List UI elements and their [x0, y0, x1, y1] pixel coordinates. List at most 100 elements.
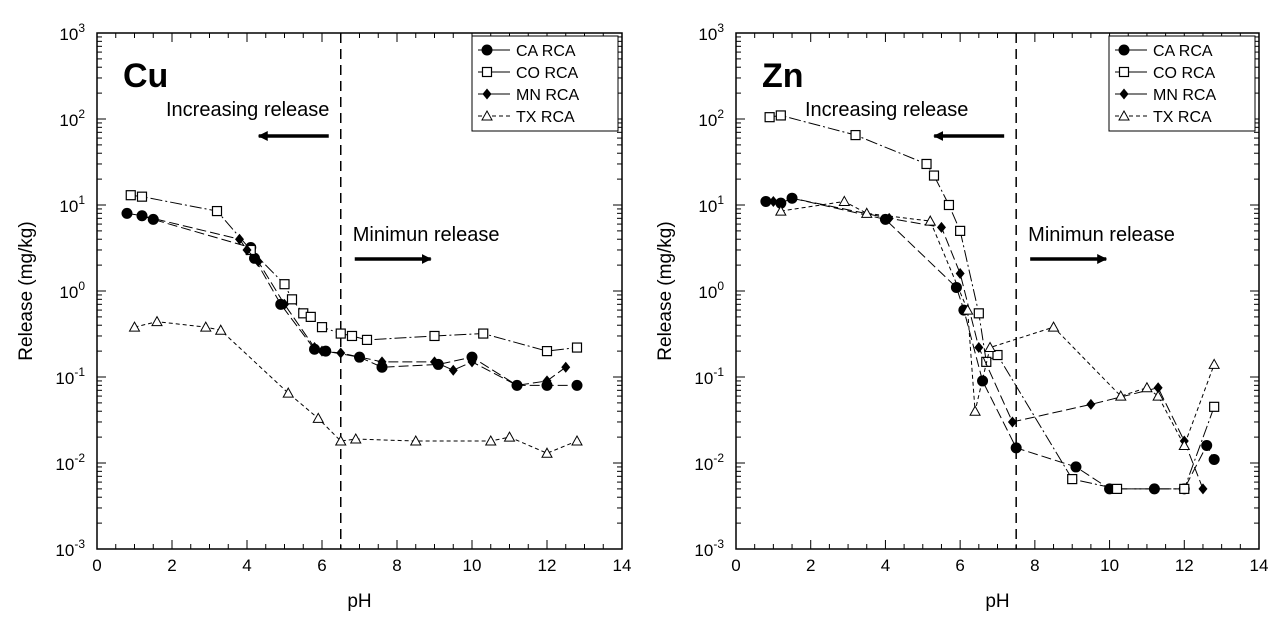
y-tick-exponent: 0	[717, 279, 724, 293]
data-point	[541, 346, 553, 357]
data-point	[448, 364, 458, 376]
y-tick-exponent: -3	[74, 537, 85, 551]
y-tick-label: 10-1	[55, 365, 85, 388]
data-point	[430, 356, 439, 368]
legend-marker	[1118, 44, 1130, 56]
data-point	[775, 110, 786, 121]
series-tx-rca	[128, 315, 583, 458]
data-point	[1010, 442, 1022, 454]
data-point	[484, 435, 497, 446]
y-tick-base: 10	[698, 283, 717, 302]
data-point	[984, 341, 996, 353]
data-point	[860, 207, 873, 218]
y-tick-base: 10	[698, 197, 717, 216]
y-tick-base: 10	[698, 25, 717, 44]
data-point	[211, 205, 223, 217]
x-axis-label: pH	[347, 591, 371, 612]
data-point	[335, 328, 346, 339]
y-tick-exponent: -2	[74, 451, 85, 465]
x-axis-label: pH	[985, 591, 1009, 612]
data-point	[571, 379, 583, 391]
data-point	[235, 233, 244, 245]
data-point	[921, 158, 932, 170]
data-point	[478, 328, 489, 339]
data-point	[992, 349, 1003, 361]
data-point	[950, 281, 962, 293]
data-point	[316, 322, 328, 333]
y-tick-exponent: 3	[78, 21, 85, 35]
series-mn-rca	[768, 192, 1208, 495]
x-tick-label: 10	[1100, 556, 1119, 575]
y-tick-exponent: -1	[74, 365, 85, 379]
data-point	[541, 447, 553, 458]
data-point	[760, 195, 772, 207]
data-point	[787, 192, 797, 204]
data-point	[137, 210, 147, 222]
x-tick-label: 6	[317, 556, 326, 575]
x-tick-label: 4	[881, 556, 890, 575]
y-tick-base: 10	[694, 455, 713, 474]
data-point	[317, 345, 327, 357]
y-tick-base: 10	[59, 283, 78, 302]
panel-element-label: Zn	[762, 57, 804, 95]
x-tick-label: 8	[392, 556, 401, 575]
legend-entry: TX RCA	[1153, 109, 1212, 126]
x-tick-label: 4	[242, 556, 251, 575]
x-tick-label: 14	[613, 556, 632, 575]
data-point	[1208, 358, 1221, 369]
data-point	[1067, 473, 1078, 485]
data-point	[1201, 439, 1213, 451]
data-point	[1086, 398, 1096, 410]
data-point	[1047, 321, 1060, 332]
x-tick-label: 0	[731, 556, 740, 575]
data-point	[561, 361, 571, 373]
data-point	[928, 170, 940, 181]
data-point	[571, 435, 583, 446]
data-point	[128, 321, 141, 332]
data-point	[121, 207, 133, 219]
data-point	[503, 431, 516, 442]
y-tick-base: 10	[59, 25, 78, 44]
data-point	[961, 304, 974, 315]
legend-entry: MN RCA	[1153, 87, 1216, 104]
x-tick-label: 6	[955, 556, 964, 575]
y-tick-label: 103	[59, 21, 85, 44]
data-point	[151, 315, 163, 327]
y-tick-base: 10	[59, 197, 78, 216]
data-point	[1007, 416, 1017, 428]
y-tick-exponent: 2	[717, 107, 724, 121]
annotation-increasing-release: Increasing release	[166, 99, 329, 121]
data-point	[977, 375, 989, 387]
y-tick-base: 10	[59, 111, 78, 130]
legend-entry: CO RCA	[1153, 65, 1216, 82]
data-point	[512, 379, 522, 391]
legend-entry: CA RCA	[1153, 43, 1213, 60]
annotation-minimum-release: Minimun release	[353, 224, 500, 246]
data-point	[310, 342, 319, 354]
data-point	[199, 321, 212, 332]
data-point	[214, 324, 227, 335]
legend-box	[471, 35, 619, 132]
data-point	[346, 330, 358, 342]
legend-marker	[481, 109, 493, 121]
y-tick-label: 103	[698, 21, 724, 44]
y-tick-label: 102	[698, 107, 724, 130]
x-tick-label: 0	[92, 556, 101, 575]
data-point	[125, 190, 136, 201]
series-mn-rca	[137, 210, 571, 391]
data-point	[974, 342, 984, 354]
data-point	[305, 311, 316, 322]
series-co-rca	[125, 190, 583, 357]
data-point	[943, 199, 955, 211]
annotation-increasing-release: Increasing release	[805, 99, 968, 121]
y-tick-exponent: 1	[78, 193, 85, 207]
legend: CA RCA CO RCA MN RCA TX RCA	[471, 35, 619, 132]
legend-entry: MN RCA	[516, 87, 579, 104]
data-point	[955, 225, 966, 236]
data-point	[334, 435, 347, 446]
legend-marker	[481, 66, 493, 78]
y-tick-label: 10-2	[694, 451, 724, 474]
data-point	[1111, 483, 1123, 494]
series-line	[769, 114, 1215, 490]
